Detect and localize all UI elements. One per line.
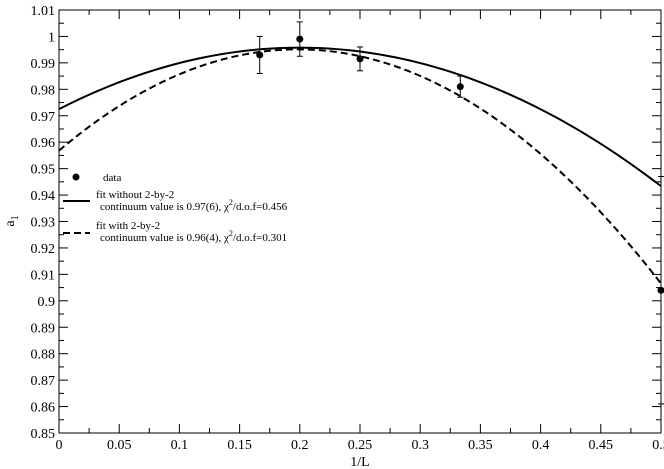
legend-fit1-detail-sup: 2 [229,198,233,207]
y-tick-label: 0.88 [31,348,56,363]
x-tick-label: 0.2 [291,438,309,453]
legend-fit2-label: fit with 2-by-2 [96,220,160,232]
y-tick-label: 0.96 [31,136,56,151]
x-tick-label: 0.5 [652,438,664,453]
fit-curve-dashed [58,48,662,285]
legend: data fit without 2-by-2 continuum value … [63,172,288,244]
y-tick-label: 0.94 [31,189,56,204]
x-tick-label: 0.15 [227,438,252,453]
data-point [296,35,304,43]
x-tick-label: 0.35 [468,438,493,453]
data-point [256,51,264,59]
y-tick-label: 0.92 [31,242,56,257]
y-tick-label: 0.9 [38,295,56,310]
legend-fit1-detail: continuum value is 0.97(6), χ2/d.o.f=0.4… [100,198,288,213]
data-point [657,286,664,294]
y-tick-label: 0.87 [31,374,56,389]
y-tick-label: 0.86 [31,401,56,416]
legend-fit1-label: fit without 2-by-2 [96,189,174,201]
y-tick-label: 0.97 [31,110,56,125]
legend-fit1-detail-pre: continuum value is 0.97(6), χ [100,201,229,213]
data-point [356,55,364,63]
data-points [256,21,664,405]
x-tick-label: 0.3 [411,438,429,453]
y-axis-label: a1 [3,215,21,226]
legend-fit2-detail: continuum value is 0.96(4), χ2/d.o.f=0.3… [100,229,287,244]
legend-fit2-detail-sup: 2 [229,229,233,238]
legend-data-label: data [103,172,121,184]
y-tick-label: 0.99 [31,57,56,72]
y-tick-label: 0.85 [31,427,56,442]
x-tick-label: 0.1 [171,438,189,453]
y-tick-label: 0.93 [31,216,56,231]
x-tick-label: 0 [56,438,63,453]
legend-fit1-detail-post: /d.o.f=0.456 [233,201,288,213]
x-tick-label: 0.05 [107,438,132,453]
y-tick-label: 0.89 [31,321,56,336]
y-tick-label: 1.01 [31,4,56,19]
y-tick-label: 1 [48,30,55,45]
legend-fit2-detail-post: /d.o.f=0.301 [233,232,287,244]
y-axis-label-main: a [3,220,18,227]
y-tick-label: 0.91 [31,268,56,283]
axis-ticks [58,9,662,434]
y-tick-label: 0.95 [31,163,56,178]
fit-curves [58,46,662,285]
legend-data-marker [72,173,80,181]
x-tick-label: 0.25 [348,438,373,453]
x-axis-label: 1/L [350,455,369,469]
legend-fit2-detail-pre: continuum value is 0.96(4), χ [100,232,229,244]
x-tick-label: 0.4 [532,438,550,453]
x-tick-label: 0.45 [589,438,614,453]
data-point [456,83,464,91]
y-axis-label-sub: 1 [10,215,21,220]
tick-labels: 0 0.05 0.1 0.15 0.2 0.25 0.3 0.35 0.4 0.45 0.5 0.85… [31,4,664,453]
y-tick-label: 0.98 [31,83,56,98]
